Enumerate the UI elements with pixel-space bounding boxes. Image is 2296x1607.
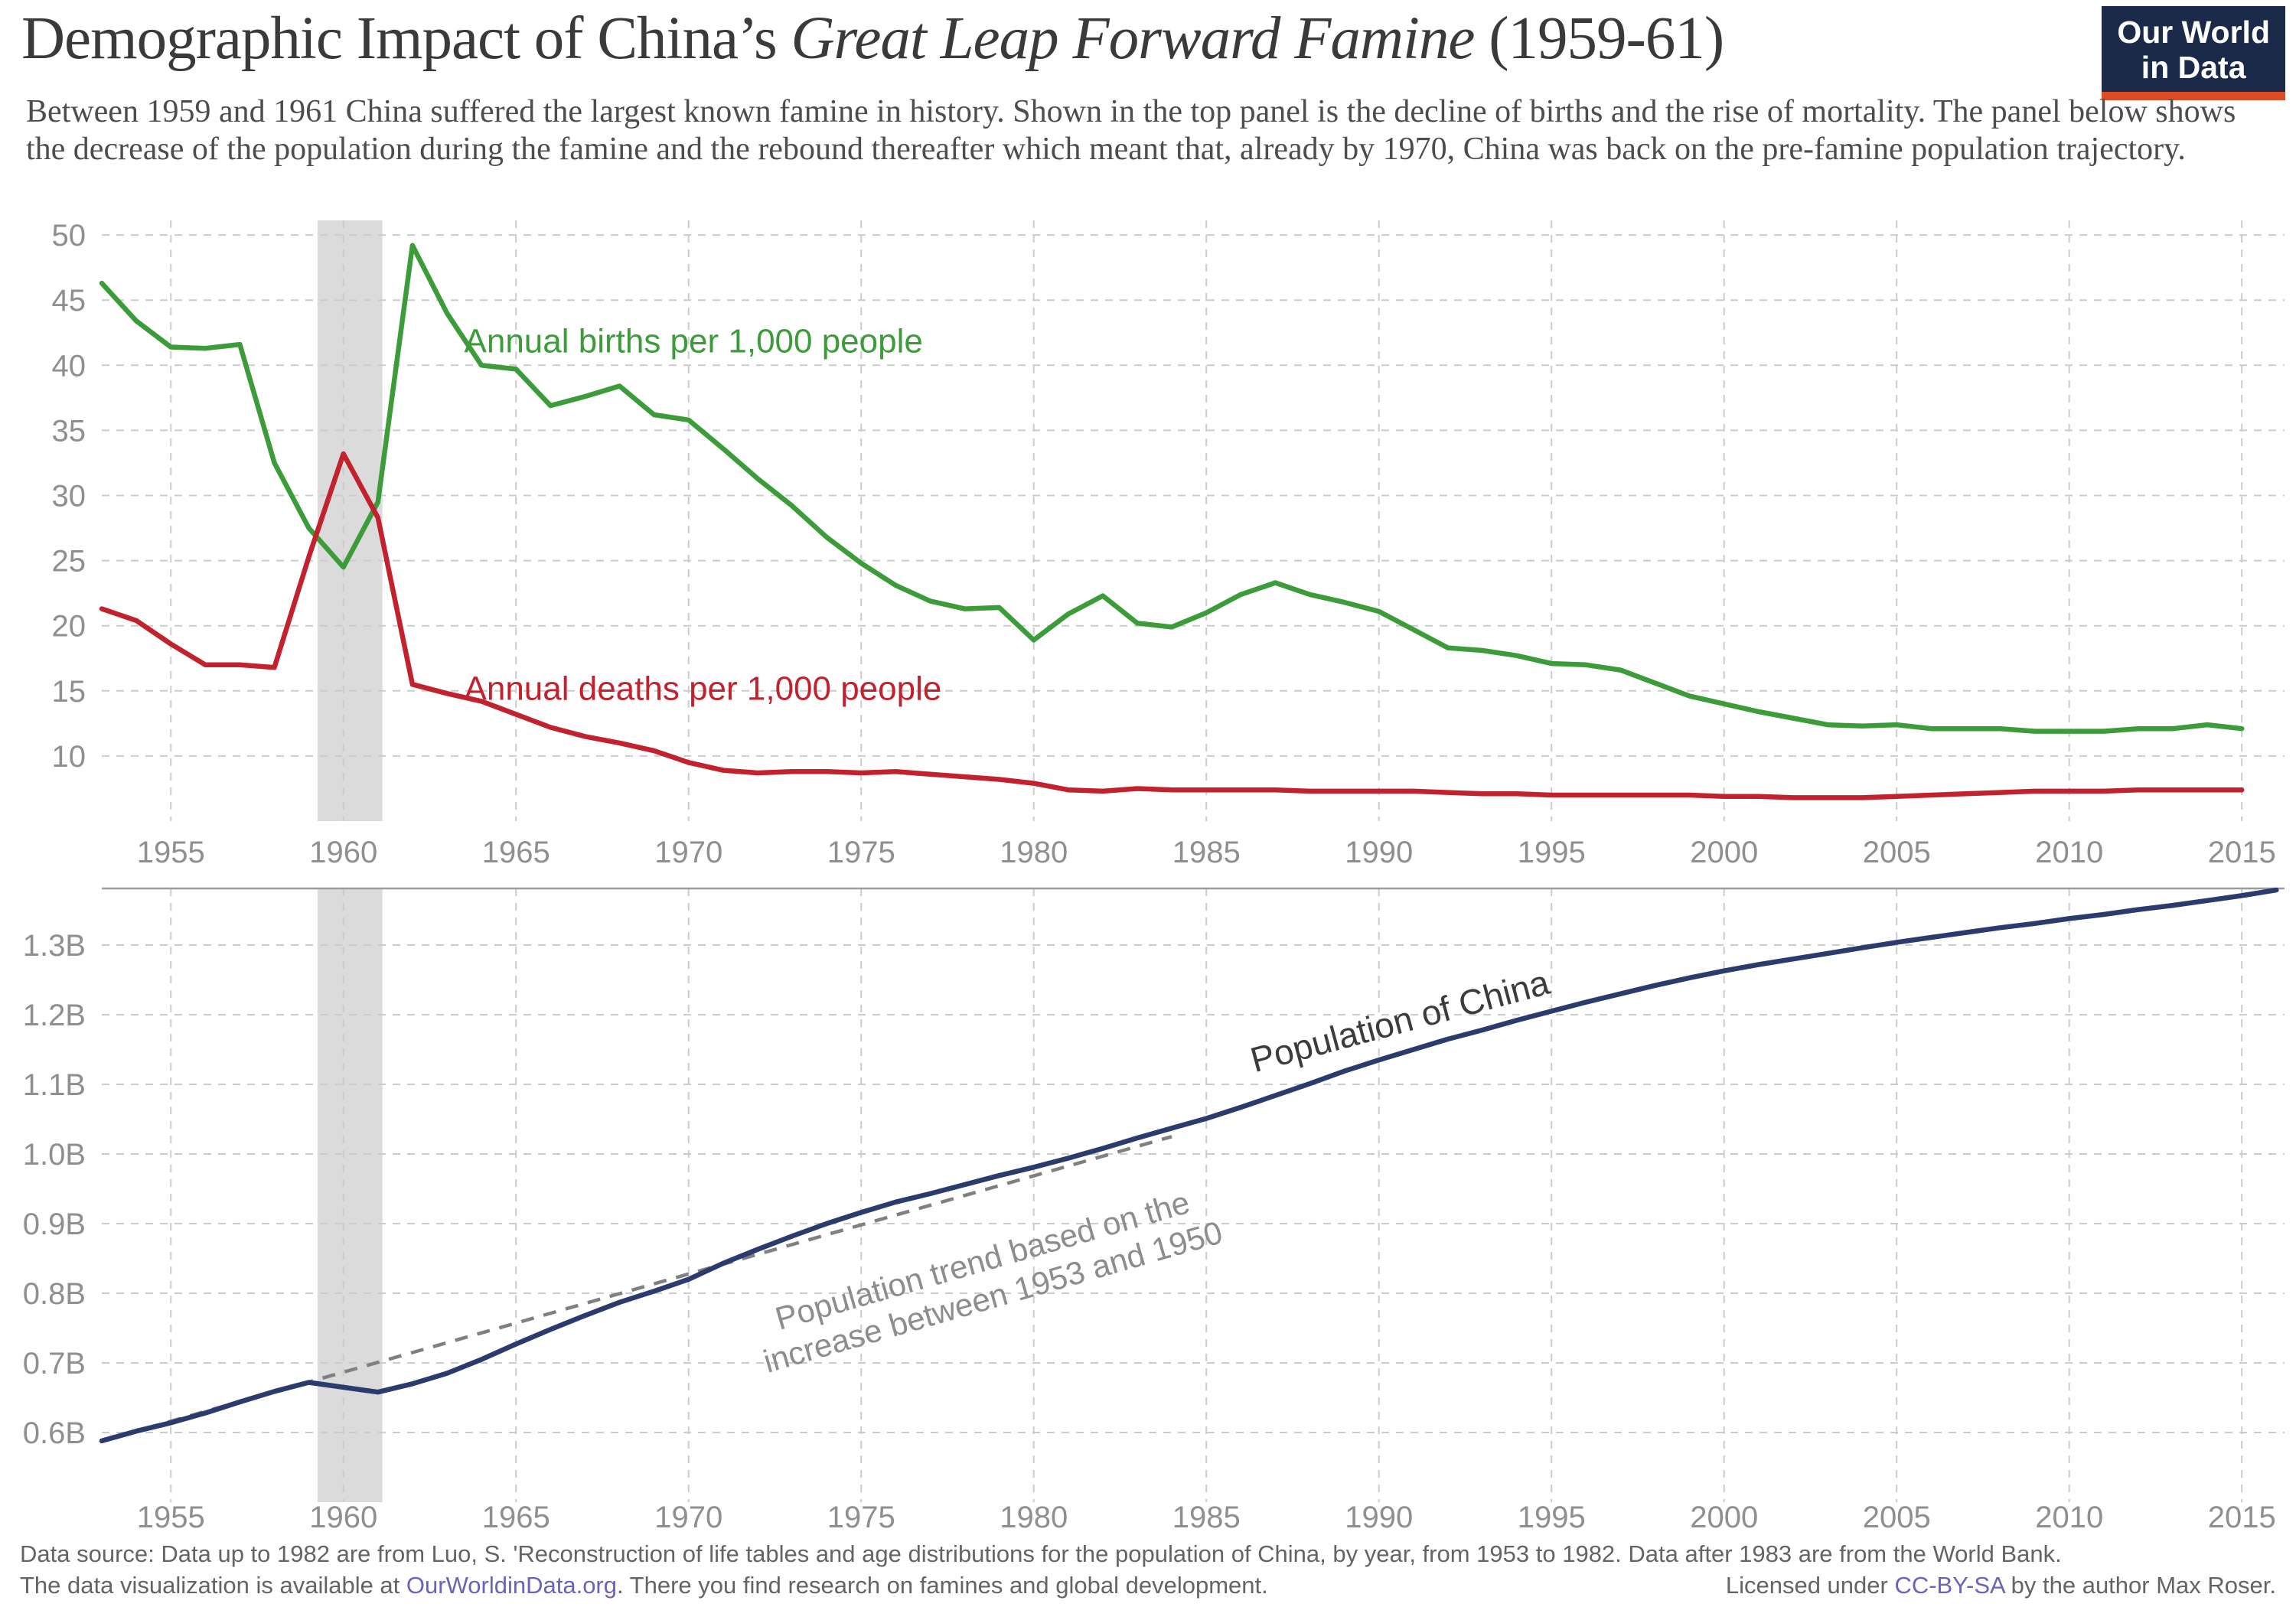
y-tick-label: 1.2B — [23, 999, 86, 1032]
x-tick-label: 2005 — [1863, 1501, 1931, 1534]
x-tick-label: 1990 — [1345, 836, 1413, 869]
title-italic: Great Leap Forward Famine — [791, 5, 1476, 72]
license-note: Licensed under CC-BY-SA by the author Ma… — [1726, 1571, 2276, 1600]
data-source-note: Data source: Data up to 1982 are from Lu… — [20, 1540, 2062, 1567]
trend-label-text: Population trend based on theincrease be… — [749, 1178, 1227, 1380]
y-tick-label: 25 — [52, 545, 86, 579]
y-tick-label: 1.1B — [23, 1068, 86, 1102]
birth-death-rate-chart: 1955 1960 1965 1970 1975 1980 1985 1990 1995 2000… — [52, 219, 2285, 869]
x-axis-labels: 1955 1960 1965 1970 1975 1980 1985 1990 1995 2000… — [137, 1501, 2276, 1534]
y-tick-label: 1.3B — [23, 929, 86, 963]
y-tick-label: 15 — [52, 675, 86, 709]
title-suffix: (1959-61) — [1474, 5, 1724, 72]
x-tick-label: 1980 — [1000, 1501, 1068, 1534]
y-tick-label: 35 — [52, 414, 86, 448]
famine-period-band — [317, 220, 383, 821]
page-title: Demographic Impact of China’s Great Leap… — [21, 5, 2111, 73]
license-link[interactable]: CC-BY-SA — [1894, 1571, 2005, 1599]
deaths-label: Annual deaths per 1,000 people — [465, 670, 942, 708]
owid-link[interactable]: OurWorldinData.org — [406, 1571, 618, 1599]
x-tick-label: 1955 — [137, 836, 205, 869]
x-tick-label: 1970 — [654, 1501, 722, 1534]
x-tick-label: 1955 — [137, 1501, 205, 1534]
x-tick-label: 1995 — [1518, 836, 1586, 869]
y-tick-label: 40 — [52, 349, 86, 383]
x-tick-label: 1960 — [309, 1501, 377, 1534]
y-axis-labels: 0.6B 0.7B 0.8B 0.9B 1.0B 1.1B 1.2B 1.3B — [23, 929, 86, 1450]
y-tick-label: 50 — [52, 219, 86, 253]
footer-text: The data visualization is available at — [20, 1571, 406, 1599]
y-tick-label: 1.0B — [23, 1138, 86, 1172]
x-tick-label: 2005 — [1863, 836, 1931, 869]
title-text: Demographic Impact of China’s — [21, 5, 791, 72]
footer-line2: The data visualization is available at O… — [20, 1571, 2276, 1600]
y-tick-label: 0.9B — [23, 1208, 86, 1241]
x-tick-label: 1960 — [309, 836, 377, 869]
chart-subtitle: Between 1959 and 1961 China suffered the… — [26, 94, 2236, 168]
x-tick-label: 1990 — [1345, 1501, 1413, 1534]
footer-text: Licensed under — [1725, 1571, 1895, 1599]
x-tick-label: 2015 — [2208, 1501, 2276, 1534]
y-tick-label: 45 — [52, 284, 86, 318]
x-tick-label: 2015 — [2208, 836, 2276, 869]
famine-period-band — [317, 888, 383, 1502]
y-tick-label: 30 — [52, 480, 86, 513]
x-tick-label: 1995 — [1518, 1501, 1586, 1534]
x-tick-label: 1965 — [482, 1501, 550, 1534]
gridlines — [102, 888, 2285, 1502]
owid-logo-line1: Our World — [2117, 15, 2270, 50]
footer-text: by the author Max Roser. — [2004, 1571, 2276, 1599]
x-tick-label: 1980 — [1000, 836, 1068, 869]
y-tick-label: 0.8B — [23, 1277, 86, 1311]
population-chart: 1955 1960 1965 1970 1975 1980 1985 1990 1995 2000… — [23, 887, 2285, 1534]
x-tick-label: 1985 — [1172, 836, 1241, 869]
deaths-label-text: Annual deaths per 1,000 people — [465, 670, 942, 708]
owid-logo: Our World in Data — [2102, 6, 2285, 100]
trend-label: Population trend based on theincrease be… — [749, 1178, 1227, 1380]
x-tick-label: 1975 — [827, 1501, 895, 1534]
births-label-text: Annual births per 1,000 people — [465, 322, 923, 360]
owid-logo-line2: in Data — [2141, 49, 2246, 85]
x-tick-label: 2010 — [2035, 836, 2103, 869]
y-tick-label: 0.6B — [23, 1416, 86, 1450]
deaths-line — [99, 451, 2245, 800]
x-tick-label: 1975 — [827, 836, 895, 869]
footer: Data source: Data up to 1982 are from Lu… — [20, 1540, 2276, 1600]
x-tick-label: 2000 — [1690, 836, 1758, 869]
births-label: Annual births per 1,000 people — [465, 322, 923, 360]
footer-text: . There you find research on famines and… — [617, 1571, 1268, 1599]
gridlines — [102, 220, 2285, 821]
y-tick-label: 10 — [52, 740, 86, 774]
x-tick-label: 1965 — [482, 836, 550, 869]
visualization-note: The data visualization is available at O… — [20, 1571, 1268, 1600]
x-tick-label: 2010 — [2035, 1501, 2103, 1534]
x-tick-label: 2000 — [1690, 1501, 1758, 1534]
y-axis-labels: 10 15 20 25 30 35 40 45 50 — [52, 219, 86, 774]
y-tick-label: 0.7B — [23, 1347, 86, 1380]
x-tick-label: 1985 — [1172, 1501, 1241, 1534]
x-tick-label: 1970 — [654, 836, 722, 869]
population-line — [99, 887, 2279, 1444]
births-line — [99, 243, 2245, 734]
y-tick-label: 20 — [52, 610, 86, 644]
x-axis-labels: 1955 1960 1965 1970 1975 1980 1985 1990 1995 2000… — [137, 836, 2276, 869]
